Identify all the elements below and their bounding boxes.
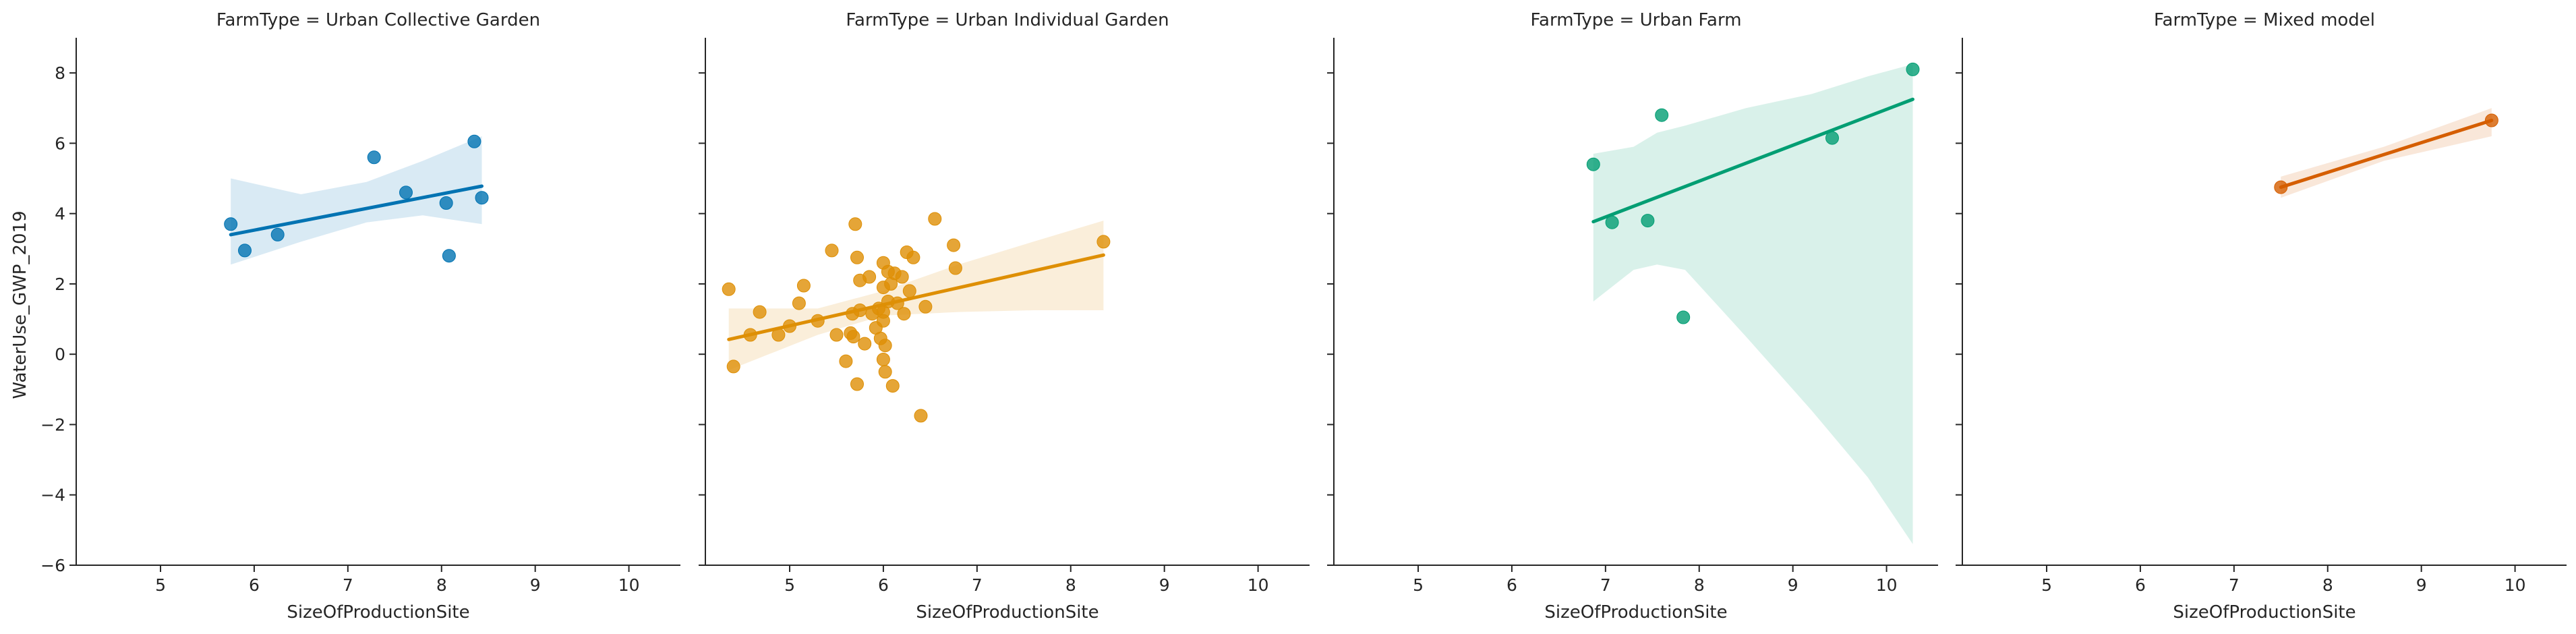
data-point: [467, 134, 481, 148]
data-point: [475, 191, 489, 205]
data-point: [270, 227, 285, 241]
regression-line: [2279, 119, 2494, 190]
x-tick-label: 10: [1876, 575, 1898, 595]
data-point: [238, 243, 252, 258]
y-tick-label: 0: [55, 345, 65, 364]
facet-title: FarmType = Mixed model: [2154, 10, 2375, 30]
x-axis-label: SizeOfProductionSite: [1544, 602, 1727, 623]
data-point: [846, 330, 860, 344]
data-point: [902, 284, 916, 298]
y-tick-label: 6: [55, 134, 65, 153]
confidence-band: [1593, 64, 1913, 544]
x-tick-label: 6: [249, 575, 260, 595]
confidence-band: [728, 221, 1104, 370]
data-point: [895, 270, 909, 284]
data-point: [906, 250, 920, 264]
facet-title: FarmType = Urban Farm: [1530, 10, 1741, 30]
data-point: [858, 337, 872, 351]
data-point: [928, 212, 942, 226]
x-tick-label: 8: [1694, 575, 1705, 595]
data-point: [876, 314, 890, 328]
facet-panel: FarmType = Mixed model 5 6 7 8 9 10 SizeOfProdu…: [1956, 10, 2567, 623]
y-tick-label: −4: [40, 486, 65, 505]
x-tick-label: 7: [1600, 575, 1611, 595]
x-tick-label: 9: [1159, 575, 1170, 595]
data-point: [792, 296, 806, 310]
data-point: [1586, 157, 1600, 171]
data-point: [876, 353, 890, 366]
x-tick-label: 5: [155, 575, 166, 595]
x-tick-label: 6: [2135, 575, 2146, 595]
y-tick-label: −2: [40, 415, 65, 434]
data-point: [439, 196, 453, 210]
x-tick-label: 8: [1065, 575, 1076, 595]
data-point: [1655, 108, 1669, 122]
data-point: [862, 270, 877, 284]
data-point: [850, 250, 864, 264]
data-point: [878, 365, 892, 379]
facet-title: FarmType = Urban Collective Garden: [216, 10, 540, 30]
x-tick-label: 7: [972, 575, 983, 595]
y-axis-label: WaterUse_GWP_2019: [10, 210, 30, 399]
data-point: [914, 409, 928, 423]
x-axis-label: SizeOfProductionSite: [287, 602, 469, 623]
y-tick-label: −6: [40, 556, 65, 575]
regression-line: [727, 253, 1105, 341]
x-tick-label: 7: [2229, 575, 2240, 595]
x-tick-label: 10: [618, 575, 640, 595]
data-point: [1906, 62, 1920, 76]
x-axis-label: SizeOfProductionSite: [916, 602, 1099, 623]
y-tick-label: 4: [55, 204, 65, 224]
data-point: [885, 379, 900, 393]
facet-panel: FarmType = Urban Collective Garden 5 6 7 8 9 1…: [40, 10, 680, 623]
data-point: [829, 328, 844, 342]
x-tick-label: 5: [784, 575, 795, 595]
x-tick-label: 8: [436, 575, 447, 595]
x-tick-label: 5: [1413, 575, 1424, 595]
facet-panels: FarmType = Urban Collective Garden 5 6 7 8 9 1…: [40, 10, 2567, 623]
facet-title: FarmType = Urban Individual Garden: [846, 10, 1169, 30]
facet-panel: FarmType = Urban Farm 5 6 7 8 9 10 SizeOfProduc…: [1327, 10, 1938, 623]
data-point: [796, 279, 811, 293]
x-tick-label: 5: [2041, 575, 2052, 595]
data-point: [722, 282, 736, 296]
facet-panel: FarmType = Urban Individual Garden 5 6 7 8 9 1…: [699, 10, 1310, 623]
data-point: [948, 261, 962, 275]
data-point: [918, 299, 933, 314]
x-tick-label: 9: [1788, 575, 1798, 595]
x-tick-label: 8: [2322, 575, 2333, 595]
data-point: [947, 238, 961, 252]
data-point: [1096, 235, 1111, 249]
data-point: [850, 377, 864, 391]
data-point: [839, 354, 853, 368]
data-point: [825, 243, 839, 258]
x-tick-label: 10: [2505, 575, 2526, 595]
data-point: [224, 217, 238, 231]
data-point: [848, 217, 862, 231]
data-point: [753, 305, 767, 319]
data-point: [1676, 310, 1691, 324]
data-point: [367, 150, 381, 165]
y-tick-label: 2: [55, 275, 65, 294]
x-tick-label: 9: [2416, 575, 2427, 595]
x-tick-label: 7: [343, 575, 353, 595]
confidence-band: [231, 136, 482, 265]
x-axis-label: SizeOfProductionSite: [2173, 602, 2355, 623]
data-point: [442, 249, 456, 263]
data-point: [726, 359, 740, 374]
x-tick-label: 10: [1248, 575, 1269, 595]
regression-line: [1591, 97, 1914, 224]
x-tick-label: 6: [1506, 575, 1517, 595]
x-tick-label: 9: [530, 575, 541, 595]
regression-line: [229, 184, 484, 237]
data-point: [878, 339, 892, 353]
data-point: [1641, 214, 1655, 228]
x-tick-label: 6: [878, 575, 889, 595]
data-point: [897, 307, 911, 321]
data-point: [399, 185, 413, 200]
y-tick-label: 8: [55, 63, 65, 83]
